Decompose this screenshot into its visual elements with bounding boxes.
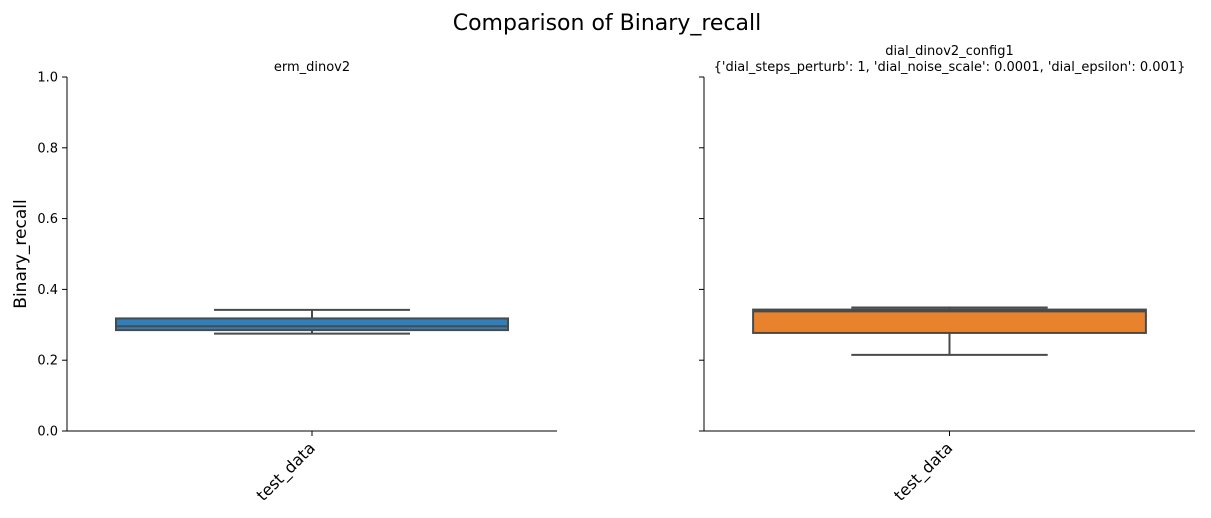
x-tick-label: test_data — [253, 438, 320, 505]
box-body — [752, 308, 1147, 334]
y-tick-label: 0.4 — [37, 283, 58, 298]
panel-erm-dinov2: 0.0 0.2 0.4 0.6 0.8 1.0 Binary_recall erm_dinov… — [11, 60, 557, 505]
box-body — [115, 317, 509, 332]
panel-title: dial_dinov2_config1 — [885, 44, 1014, 59]
y-tick-label: 0.2 — [37, 354, 58, 369]
panel-dial-dinov2-config1: dial_dinov2_config1{'dial_steps_perturb'… — [699, 44, 1195, 505]
y-tick-label: 1.0 — [37, 71, 58, 86]
y-tick-label: 0.0 — [37, 425, 58, 440]
panel-title: erm_dinov2 — [274, 60, 350, 75]
y-tick-label: 0.6 — [37, 212, 58, 227]
panel-title: {'dial_steps_perturb': 1, 'dial_noise_sc… — [714, 60, 1186, 75]
y-axis-label: Binary_recall — [11, 199, 31, 308]
figure-title: Comparison of Binary_recall — [453, 11, 762, 36]
y-tick-label: 0.8 — [37, 141, 58, 156]
x-tick-label: test_data — [890, 438, 957, 505]
